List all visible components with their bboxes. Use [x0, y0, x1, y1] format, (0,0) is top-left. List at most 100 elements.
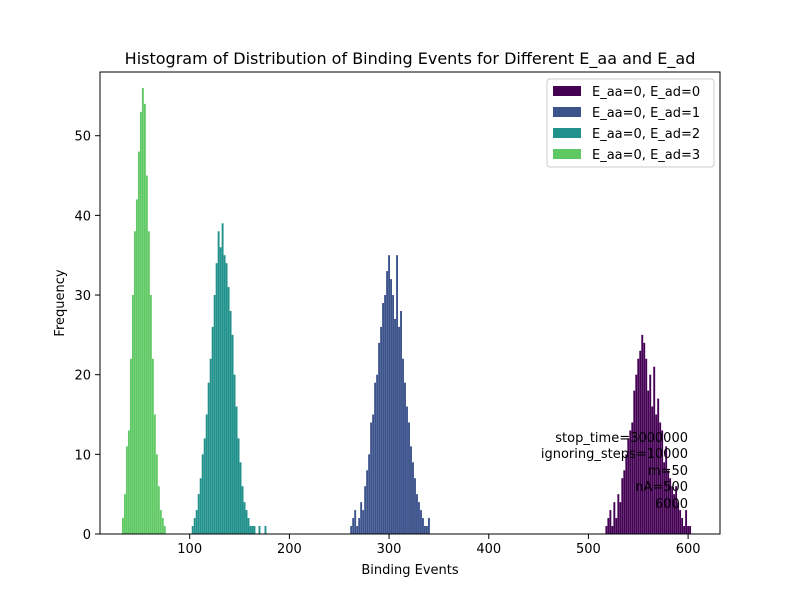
legend: E_aa=0, E_ad=0 E_aa=0, E_ad=1 E_aa=0, E_… [546, 78, 715, 168]
histogram-bar-series-2 [221, 223, 224, 534]
histogram-bar-series-1 [400, 310, 402, 534]
annotation-na: nA=500 [635, 480, 688, 495]
histogram-bar-series-1 [358, 518, 361, 534]
histogram-bar-series-2 [191, 526, 194, 534]
histogram-bar-series-0 [647, 390, 650, 534]
histogram-bar-series-1 [388, 255, 391, 534]
histogram-bar-series-1 [426, 526, 428, 534]
annotation-stop-time: stop_time=3000000 [555, 431, 688, 446]
histogram-bar-series-0 [663, 462, 666, 534]
histogram-bar-series-3 [151, 358, 154, 534]
histogram-bar-series-1 [390, 279, 392, 534]
histogram-bar-series-2 [207, 382, 210, 534]
x-tick-label: 100 [177, 542, 202, 557]
histogram-bar-series-0 [671, 486, 674, 534]
histogram-bar-series-1 [374, 382, 377, 534]
histogram-bar-series-0 [665, 446, 668, 534]
histogram-bar-series-2 [247, 518, 250, 534]
histogram-bar-series-1 [362, 510, 365, 534]
histogram-bar-series-1 [366, 470, 369, 534]
histogram-bar-series-1 [352, 518, 355, 534]
histogram-bar-series-1 [424, 526, 426, 534]
histogram-bar-series-3 [163, 526, 166, 534]
legend-swatch-ead3 [553, 149, 581, 159]
histogram-bar-series-0 [673, 494, 676, 534]
histogram-bar-series-1 [380, 326, 383, 534]
histogram-bar-series-1 [360, 502, 363, 534]
histogram-bar-series-0 [623, 470, 626, 534]
bars-layer [121, 87, 692, 535]
histogram-bar-series-1 [350, 526, 353, 534]
chart-title: Histogram of Distribution of Binding Eve… [125, 49, 696, 69]
histogram-bar-series-0 [651, 406, 654, 534]
histogram-bar-series-2 [233, 374, 236, 534]
histogram-bar-series-1 [406, 406, 408, 534]
y-tick-label: 20 [74, 369, 91, 384]
histogram-bar-series-3 [147, 231, 150, 534]
histogram-bar-series-0 [639, 350, 642, 534]
histogram-bar-series-0 [677, 502, 680, 534]
histogram-bar-series-2 [245, 510, 248, 534]
histogram-bar-series-3 [137, 151, 140, 534]
histogram-bar-series-1 [418, 502, 420, 534]
y-axis-label: Frequency [53, 269, 68, 336]
legend-swatch-ead1 [553, 107, 581, 117]
histogram-bar-series-2 [235, 406, 238, 534]
histogram-bar-series-2 [249, 526, 252, 534]
histogram-bar-series-1 [402, 358, 404, 534]
histogram-bar-series-3 [145, 175, 148, 535]
histogram-bar-series-0 [683, 526, 686, 534]
histogram-bar-series-1 [370, 422, 373, 534]
histogram-bar-series-3 [121, 518, 124, 534]
histogram-bar-series-1 [396, 255, 398, 534]
histogram-bar-series-3 [123, 494, 126, 534]
histogram-bar-series-0 [675, 486, 678, 534]
x-tick-label: 200 [277, 542, 302, 557]
histogram-bar-series-0 [629, 430, 632, 534]
y-tick-label: 40 [74, 209, 91, 224]
histogram-bar-series-2 [264, 526, 267, 534]
histogram-bar-series-1 [356, 526, 359, 534]
histogram-bar-series-3 [159, 510, 162, 534]
histogram-bar-series-2 [209, 358, 212, 534]
x-tick-label: 600 [676, 542, 701, 557]
histogram-bar-series-0 [619, 502, 622, 534]
histogram-bar-series-1 [394, 318, 396, 534]
annotation-total: 6000 [655, 497, 688, 512]
x-tick-label: 400 [476, 542, 501, 557]
histogram-bar-series-2 [205, 414, 208, 534]
histogram-bar-series-0 [655, 414, 658, 534]
y-tick-label: 10 [74, 448, 91, 463]
histogram-bar-series-1 [368, 454, 371, 534]
histogram-bar-series-3 [131, 295, 134, 534]
histogram-bar-series-2 [237, 438, 240, 534]
histogram-bar-series-3 [143, 103, 146, 535]
histogram-bar-series-0 [687, 526, 690, 534]
histogram-bar-series-0 [617, 494, 620, 534]
histogram-bar-series-3 [129, 358, 132, 534]
histogram-bar-series-1 [398, 326, 400, 534]
x-tick-label: 300 [377, 542, 402, 557]
histogram-bar-series-1 [372, 414, 375, 534]
histogram-bar-series-0 [685, 510, 688, 534]
histogram-bar-series-0 [607, 518, 610, 534]
annotation-ignoring-steps: ignoring_steps=10000 [541, 447, 688, 462]
histogram-bar-series-0 [605, 526, 608, 534]
histogram-bar-series-1 [364, 486, 367, 534]
legend-label-ead0: E_aa=0, E_ad=0 [592, 85, 700, 100]
histogram-bar-series-0 [661, 430, 664, 534]
histogram-bar-series-1 [416, 494, 418, 534]
histogram-bar-series-1 [392, 295, 394, 534]
histogram-bar-series-0 [649, 374, 652, 534]
y-tick-label: 50 [74, 130, 91, 145]
histogram-bar-series-3 [141, 87, 144, 535]
histogram-bar-series-1 [376, 374, 379, 534]
histogram-bar-series-2 [258, 526, 261, 534]
histogram-bar-series-0 [611, 526, 614, 534]
y-axis-ticks: 0 10 20 30 40 50 [74, 130, 100, 543]
histogram-bar-series-3 [135, 199, 138, 534]
annotation-block: stop_time=3000000 ignoring_steps=10000 m… [541, 431, 688, 512]
histogram-bar-series-3 [127, 430, 130, 534]
